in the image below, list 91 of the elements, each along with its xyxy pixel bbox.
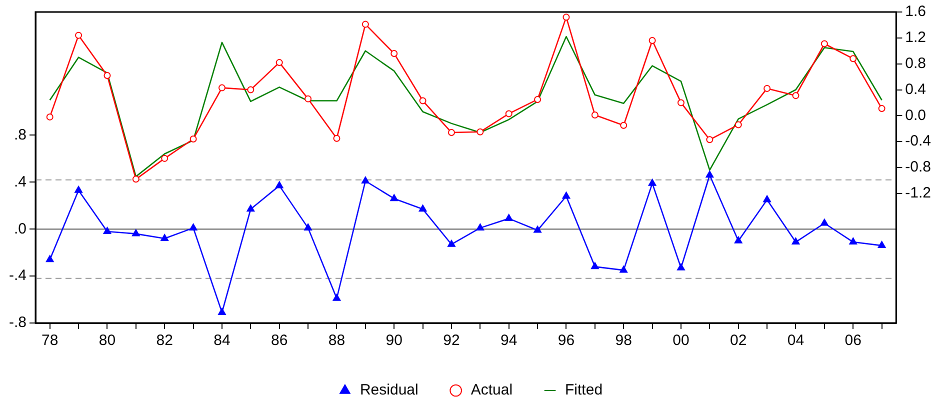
- x-tick-label: 02: [730, 332, 747, 350]
- point: [792, 238, 800, 245]
- point: [476, 223, 484, 230]
- point: [562, 14, 570, 21]
- point: [332, 294, 341, 301]
- point: [246, 204, 255, 212]
- point: [648, 178, 656, 186]
- y2-tick-label: 1.2: [905, 29, 926, 46]
- point: [850, 55, 857, 62]
- point: [792, 92, 800, 100]
- point: [562, 192, 570, 199]
- x-tick-label: 04: [787, 332, 804, 350]
- point: [590, 262, 599, 270]
- y2-tick-label: -1.2: [905, 184, 932, 202]
- point: [132, 229, 140, 236]
- point: [362, 20, 369, 28]
- x-tick-label: 00: [672, 332, 690, 350]
- y2-tick-label: -0.8: [905, 158, 932, 176]
- legend-label: Fitted: [565, 382, 603, 399]
- legend-label: Residual: [360, 382, 418, 399]
- point: [390, 50, 398, 57]
- point: [419, 97, 426, 104]
- point: [706, 136, 714, 144]
- point: [706, 170, 714, 178]
- point: [591, 112, 598, 119]
- point: [218, 84, 226, 92]
- point: [161, 154, 168, 162]
- point: [104, 72, 111, 79]
- point: [820, 40, 828, 48]
- point: [448, 129, 455, 136]
- point: [75, 32, 82, 39]
- point: [878, 241, 886, 248]
- point: [275, 181, 284, 188]
- point: [132, 176, 140, 183]
- point: [304, 223, 312, 230]
- point: [476, 128, 484, 136]
- point: [534, 96, 542, 103]
- x-tick-label: 06: [844, 332, 862, 350]
- y-tick-label: -.8: [8, 314, 27, 332]
- point: [103, 226, 112, 234]
- point: [160, 234, 169, 241]
- y-tick-label: .0: [14, 220, 27, 238]
- point: [276, 59, 283, 66]
- point: [764, 84, 771, 92]
- x-tick-label: 90: [386, 332, 402, 350]
- point: [74, 186, 82, 193]
- point: [878, 105, 886, 112]
- point: [448, 240, 456, 247]
- x-tick-label: 94: [500, 332, 518, 350]
- point: [504, 214, 513, 222]
- point: [534, 226, 542, 233]
- point: [390, 194, 398, 202]
- legend-label: Actual: [470, 382, 513, 399]
- point: [677, 99, 684, 106]
- x-tick-label: 92: [443, 332, 460, 350]
- point: [218, 308, 226, 315]
- point: [46, 113, 54, 120]
- point: [648, 37, 656, 44]
- x-tick-label: 98: [615, 332, 632, 350]
- y2-tick-label: -0.4: [905, 132, 932, 150]
- x-tick-label: 82: [156, 332, 173, 350]
- y-tick-label: -.4: [8, 267, 27, 284]
- point: [620, 122, 628, 129]
- point: [190, 135, 197, 142]
- point: [189, 223, 198, 230]
- point: [620, 266, 628, 273]
- y2-tick-label: 0.4: [905, 80, 926, 98]
- point: [677, 263, 685, 270]
- point: [361, 176, 370, 184]
- x-tick-label: 88: [328, 332, 346, 350]
- point: [46, 255, 54, 262]
- point: [849, 238, 858, 245]
- y-tick-label: .4: [14, 173, 27, 190]
- x-tick-label: 96: [558, 332, 575, 350]
- x-tick-label: 86: [271, 332, 288, 350]
- x-tick-label: 84: [214, 332, 230, 350]
- point: [734, 236, 742, 244]
- point: [734, 121, 742, 128]
- y2-tick-label: 0.0: [905, 106, 926, 124]
- point: [820, 218, 828, 226]
- point: [304, 95, 312, 102]
- point: [505, 110, 512, 118]
- point: [418, 204, 427, 212]
- point: [763, 195, 772, 202]
- x-tick-label: 80: [98, 332, 116, 350]
- y2-tick-label: 1.6: [905, 3, 926, 20]
- point: [247, 86, 254, 94]
- y2-tick-label: 0.8: [905, 54, 926, 72]
- y-tick-label: .8: [14, 126, 27, 144]
- point: [333, 134, 340, 142]
- x-tick-label: 78: [42, 332, 58, 350]
